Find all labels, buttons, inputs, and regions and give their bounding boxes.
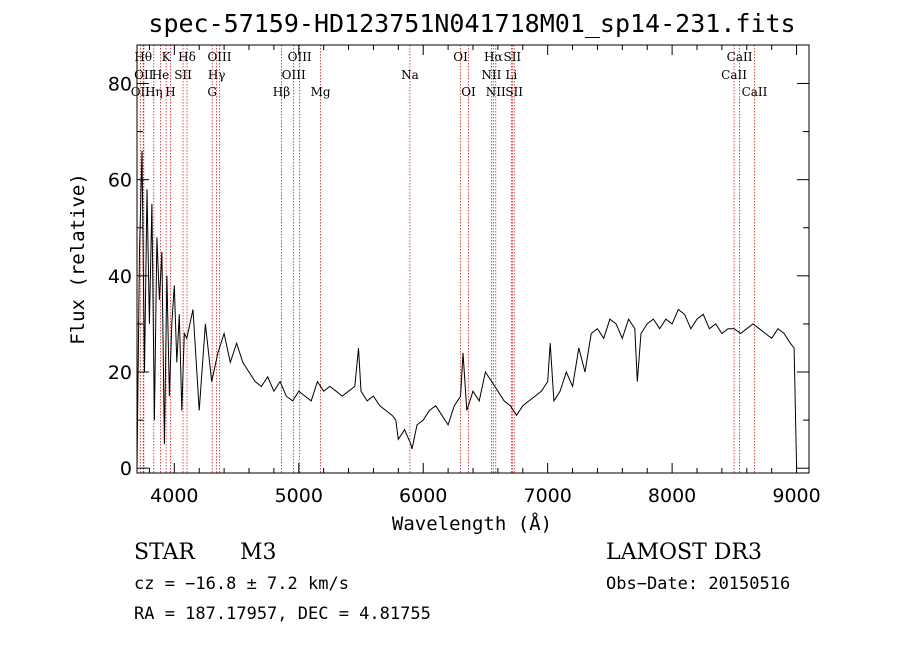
spectral-line-label: CaII: [742, 85, 768, 99]
spectral-line-label: Hβ: [273, 85, 290, 99]
coordinates: RA = 187.17957, DEC = 4.81755: [134, 604, 431, 624]
y-tick-label: 60: [108, 170, 132, 192]
spectral-line-label: NII: [486, 85, 506, 99]
x-axis-ticks: 4000 5000 6000 7000 8000 9000: [148, 45, 821, 507]
obs-date: Obs−Date: 20150516: [606, 574, 790, 594]
object-class: STAR: [134, 540, 196, 565]
spectral-line-label: Hη: [145, 85, 163, 99]
y-axis-ticks: 0 20 40 60 80: [108, 73, 809, 480]
x-tick-label: 4000: [150, 485, 198, 507]
y-tick-label: 80: [108, 73, 132, 95]
spectral-line-label: Na: [401, 68, 419, 82]
spectral-line-label: Hθ: [134, 50, 152, 64]
spectral-line-label: Hγ: [208, 68, 226, 82]
x-tick-label: 7000: [523, 485, 571, 507]
spectral-line-label: SII: [503, 50, 521, 64]
spectral-line-label: CaII: [721, 68, 747, 82]
spectral-line-label: OIII: [288, 50, 312, 64]
spectral-line-label: OI: [461, 85, 476, 99]
x-axis-label: Wavelength (Å): [392, 512, 552, 535]
y-tick-label: 0: [120, 458, 132, 480]
spectral-line-label: H: [165, 85, 175, 99]
plot-frame: [136, 44, 810, 474]
spectral-line-label: SII: [174, 68, 192, 82]
spectral-line-label: OII: [131, 85, 151, 99]
spectral-line-label: Mg: [311, 85, 331, 99]
spectral-line-label: Li: [505, 68, 517, 82]
x-tick-label: 8000: [648, 485, 696, 507]
spectral-line-label: OIII: [207, 50, 231, 64]
redshift-info: cz = −16.8 ± 7.2 km/s: [134, 574, 349, 594]
spectral-line-label: Hα: [484, 50, 503, 64]
object-subclass: M3: [240, 540, 277, 565]
y-tick-label: 40: [108, 266, 132, 288]
spectral-line-label: K: [162, 50, 172, 64]
spectral-line-label: CaII: [727, 50, 753, 64]
spectral-line-label: NII: [481, 68, 501, 82]
x-tick-label: 9000: [772, 485, 820, 507]
spectral-line-label: He: [152, 68, 170, 82]
spectral-line-markers: [139, 45, 755, 473]
spectral-line-label: SII: [505, 85, 523, 99]
spectral-line-label: G: [207, 85, 217, 99]
y-axis-label: Flux (relative): [67, 173, 89, 345]
y-tick-label: 20: [108, 362, 132, 384]
spectrum-line: [136, 150, 798, 469]
x-tick-label: 6000: [399, 485, 447, 507]
chart-title: spec-57159-HD123751N041718M01_sp14-231.f…: [148, 9, 795, 38]
spectral-line-label: Hδ: [178, 50, 196, 64]
spectral-line-label: OIII: [282, 68, 306, 82]
x-tick-label: 5000: [275, 485, 323, 507]
survey-name: LAMOST DR3: [606, 540, 762, 565]
spectral-line-label: OII: [134, 68, 154, 82]
spectral-line-label: OI: [453, 50, 468, 64]
